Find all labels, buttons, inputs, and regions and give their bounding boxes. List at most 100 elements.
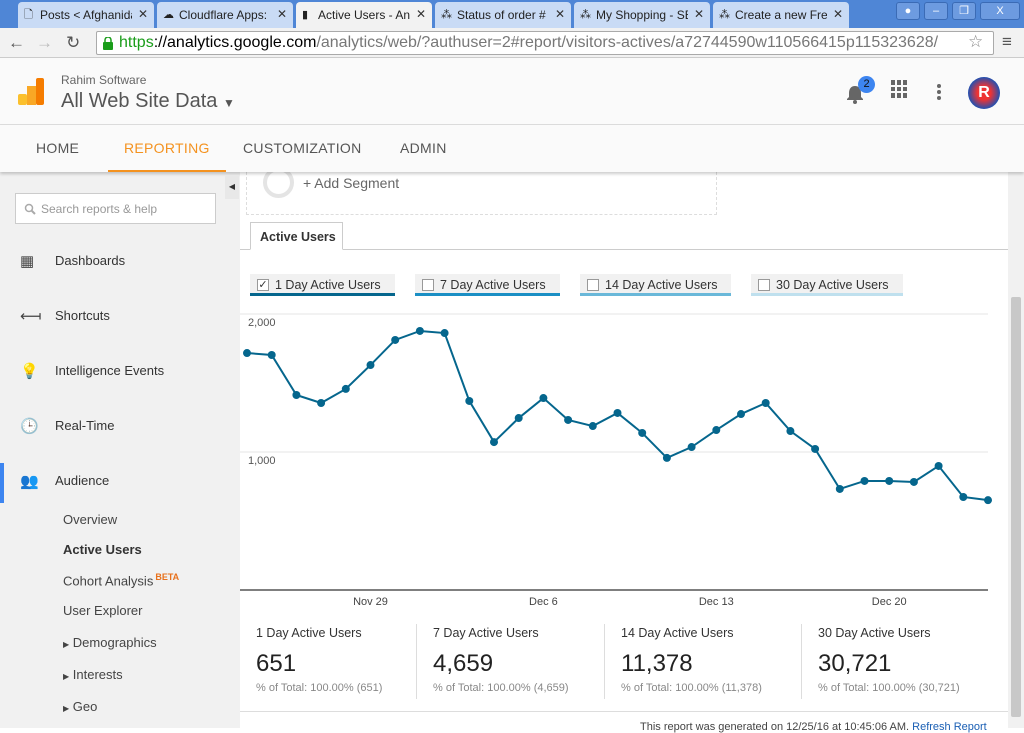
data-point [564, 415, 573, 424]
collapse-sidebar-button[interactable]: ◀ [225, 175, 239, 199]
lightbulb-icon: 💡 [20, 363, 39, 380]
url-scheme: https [119, 34, 154, 51]
sidebar-sub-cohort-analysis[interactable]: Cohort Analysis BETA [63, 572, 179, 588]
sidebar-item-audience[interactable]: 👥 Audience [0, 463, 240, 503]
data-point [662, 453, 671, 462]
tab-title: Active Users - Ana [318, 8, 410, 22]
checkbox[interactable] [758, 279, 770, 291]
report-content [240, 172, 1008, 728]
scrollbar-thumb[interactable] [1011, 297, 1021, 717]
apps-grid-icon[interactable] [891, 80, 909, 98]
data-point [737, 410, 745, 419]
summary-divider [240, 711, 1008, 712]
close-tab-icon[interactable]: ✕ [832, 7, 843, 21]
checkbox[interactable] [587, 279, 599, 291]
profile-button[interactable]: ● [896, 2, 920, 20]
refresh-report-link[interactable]: Refresh Report [912, 721, 987, 733]
expand-triangle-icon: ▶ [63, 672, 70, 681]
x-tick-label: Dec 13 [699, 596, 734, 608]
close-tab-icon[interactable]: ✕ [137, 7, 148, 21]
data-point [243, 349, 251, 358]
metric-toggle-7-day[interactable]: 7 Day Active Users [415, 274, 560, 296]
tab-divider [240, 249, 1008, 250]
tab-active-users[interactable]: Active Users [250, 222, 343, 250]
nav-tab-home[interactable]: HOME [36, 140, 80, 156]
sidebar-sub-demographics[interactable]: ▶ Demographics [63, 635, 157, 650]
reload-icon[interactable]: ↻ [66, 33, 81, 52]
sidebar-label: Real-Time [55, 418, 115, 433]
user-avatar[interactable]: R [968, 77, 1000, 109]
sidebar-sub-active-users[interactable]: Active Users [63, 542, 142, 557]
data-point [712, 426, 721, 435]
clock-icon: 🕒 [20, 418, 39, 435]
nav-tab-customization[interactable]: CUSTOMIZATION [243, 140, 362, 156]
browser-tab[interactable]: ⁂ Create a new Fre ✕ [713, 2, 849, 28]
more-vert-icon[interactable] [936, 83, 942, 101]
shortcut-arrow-icon: ⟻ [20, 308, 42, 325]
browser-tab[interactable]: ☁ Cloudflare Apps: ✕ [157, 2, 293, 28]
close-tab-icon[interactable]: ✕ [276, 7, 287, 21]
bookmark-star-icon[interactable]: ☆ [968, 32, 984, 51]
summary-14-day: 14 Day Active Users 11,378 % of Total: 100… [604, 624, 805, 699]
summary-pct: % of Total: 100.00% (30,721) [818, 682, 960, 694]
data-point [490, 438, 498, 447]
sidebar-sub-user-explorer[interactable]: User Explorer [63, 603, 143, 618]
data-point [292, 391, 301, 400]
metric-toggle-30-day[interactable]: 30 Day Active Users [751, 274, 903, 296]
browser-tab[interactable]: ⁂ Status of order # ✕ [435, 2, 571, 28]
browser-tab[interactable]: ▮ Active Users - Ana ✕ [296, 2, 432, 28]
url-text: https://analytics.google.com/analytics/w… [119, 32, 961, 54]
x-tick-label: Nov 29 [353, 596, 388, 608]
close-tab-icon[interactable]: ✕ [415, 7, 426, 21]
browser-tab[interactable]: ⁂ My Shopping - SE ✕ [574, 2, 710, 28]
sidebar-item-shortcuts[interactable]: ⟻ Shortcuts [0, 301, 240, 331]
sidebar-item-real-time[interactable]: 🕒 Real-Time [0, 411, 240, 441]
close-window-button[interactable]: X [980, 2, 1020, 20]
segment-area: + Add Segment [246, 167, 717, 215]
y-tick-label: 1,000 [248, 455, 276, 467]
metric-toggle-14-day[interactable]: 14 Day Active Users [580, 274, 731, 296]
sub-label: Demographics [72, 635, 157, 650]
url-input[interactable]: https://analytics.google.com/analytics/w… [96, 31, 994, 55]
sidebar-label: Intelligence Events [55, 363, 165, 378]
data-point [860, 476, 869, 485]
back-icon[interactable]: ← [8, 33, 25, 52]
data-point [638, 428, 647, 437]
tab-title: My Shopping - SE [596, 8, 688, 22]
tab-title: Status of order # [457, 8, 546, 22]
sidebar-item-intelligence-events[interactable]: 💡 Intelligence Events [0, 356, 240, 386]
metric-toggle-1-day[interactable]: ✓ 1 Day Active Users [250, 274, 395, 296]
data-point [885, 476, 894, 485]
data-point [811, 444, 820, 453]
nav-tab-admin[interactable]: ADMIN [400, 140, 447, 156]
metric-label: 14 Day Active Users [605, 278, 718, 292]
property-selector[interactable]: All Web Site Data ▼ [61, 90, 235, 113]
data-point [366, 361, 375, 370]
sidebar-sub-interests[interactable]: ▶ Interests [63, 667, 123, 682]
caret-down-icon: ▼ [222, 96, 235, 110]
active-indicator [0, 463, 4, 503]
search-icon [24, 203, 36, 215]
sidebar-item-dashboards[interactable]: ▦ Dashboards [0, 246, 240, 276]
search-reports-input[interactable]: Search reports & help [15, 193, 216, 224]
sidebar-sub-geo[interactable]: ▶ Geo [63, 699, 97, 714]
data-point [391, 335, 400, 344]
restore-button[interactable]: ❐ [952, 2, 976, 20]
checkbox-checked[interactable]: ✓ [257, 279, 269, 291]
add-segment-button[interactable]: + Add Segment [303, 175, 400, 191]
close-tab-icon[interactable]: ✕ [693, 7, 704, 21]
close-tab-icon[interactable]: ✕ [554, 7, 565, 21]
people-icon: 👥 [20, 473, 39, 490]
network-icon: ⁂ [580, 9, 591, 21]
scrollbar[interactable] [1008, 172, 1024, 728]
nav-tab-reporting[interactable]: REPORTING [108, 125, 226, 172]
browser-tab[interactable]: 🗋 Posts < Afghanidata ✕ [18, 2, 154, 28]
data-point [514, 414, 523, 423]
chrome-menu-icon[interactable]: ≡ [1002, 32, 1012, 51]
checkbox[interactable] [422, 279, 434, 291]
data-point [687, 443, 696, 452]
minimize-button[interactable]: – [924, 2, 948, 20]
ga-header: Rahim Software All Web Site Data ▼ 2 R [0, 58, 1024, 125]
sidebar-sub-overview[interactable]: Overview [63, 512, 118, 527]
forward-icon[interactable]: → [36, 33, 53, 52]
